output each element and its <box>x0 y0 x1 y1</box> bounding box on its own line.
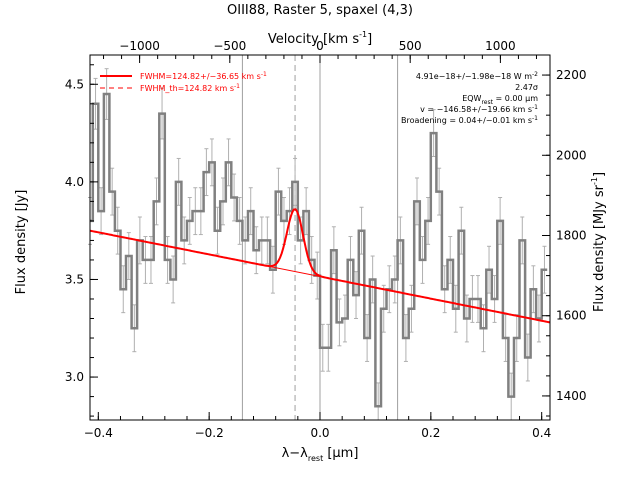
left-axis-label: Flux density [Jy] <box>14 190 29 295</box>
error-bar <box>376 382 381 421</box>
y2-tick-label: 2000 <box>556 148 587 162</box>
bottom-axis-label: λ−λrest [μm] <box>282 446 359 463</box>
gaussian-fit-line <box>89 208 551 324</box>
x2-tick-label: 1000 <box>485 39 516 53</box>
y-tick-label: 4.5 <box>65 77 84 91</box>
axis-ticks: −0.4 −0.2 0.0 0.2 0.4 −1000 −500 0 500 1000 3.0 3.5… <box>65 39 587 440</box>
fit-annotations: 4.91e−18+/−1.98e−18 W m-2 2.47σ EQWrest … <box>401 71 538 125</box>
annotation-eqw: EQWrest = 0.00 μm <box>462 94 538 106</box>
y2-tick-label: 1800 <box>556 228 587 242</box>
y-tick-label: 4.0 <box>65 175 84 189</box>
x-tick-label: −0.2 <box>195 426 224 440</box>
x-tick-label: 0.0 <box>310 426 329 440</box>
fit-lines <box>89 208 551 324</box>
legend-entry-1: FWHM_th=124.82 km s-1 <box>140 83 240 93</box>
y2-tick-label: 1600 <box>556 309 587 323</box>
x-tick-label: −0.4 <box>84 426 113 440</box>
reference-lines <box>241 55 399 420</box>
y-tick-label: 3.5 <box>65 272 84 286</box>
x2-tick-label: 500 <box>399 39 422 53</box>
legend-entry-0: FWHM=124.82+/−36.65 km s-1 <box>140 71 267 81</box>
x2-tick-label: 0 <box>316 39 324 53</box>
x2-tick-label: −500 <box>213 39 246 53</box>
x-tick-label: 0.2 <box>421 426 440 440</box>
right-axis-label: Flux density [MJy sr-1] <box>590 172 607 312</box>
legend: FWHM=124.82+/−36.65 km s-1 FWHM_th=124.8… <box>100 71 267 93</box>
annotation-flux: 4.91e−18+/−1.98e−18 W m-2 <box>416 71 538 81</box>
y2-tick-label: 2200 <box>556 68 587 82</box>
y-tick-label: 3.0 <box>65 370 84 384</box>
x-tick-label: 0.4 <box>532 426 551 440</box>
spectrum-series <box>90 92 548 408</box>
spectrum-line <box>90 92 548 408</box>
top-axis-label: Velocity [km s-1] <box>268 30 372 47</box>
annotation-broadening: Broadening = 0.04+/−0.01 km s-1 <box>401 115 538 125</box>
annotation-sigma: 2.47σ <box>515 83 538 92</box>
y2-tick-label: 1400 <box>556 389 587 403</box>
annotation-velocity: v = −146.58+/−19.66 km s-1 <box>420 104 538 114</box>
chart-title: OIII88, Raster 5, spaxel (4,3) <box>227 3 413 18</box>
x2-tick-label: −1000 <box>119 39 160 53</box>
